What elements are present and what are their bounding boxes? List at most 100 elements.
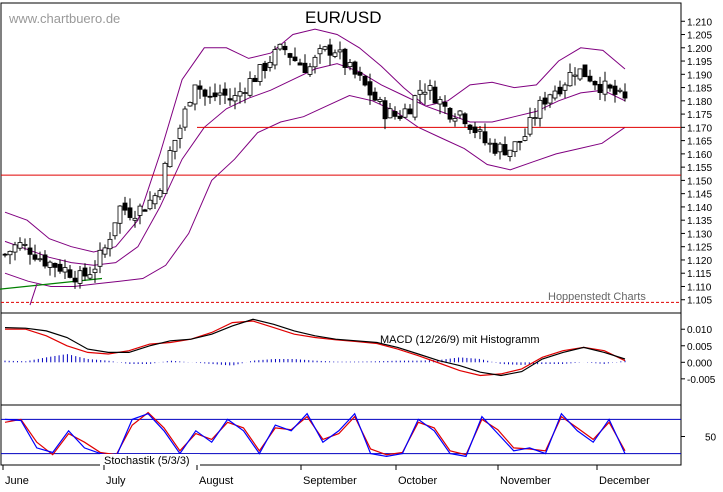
month-label: November [500,475,551,487]
source-label: Hoppenstedt Charts [548,291,646,303]
macd-line [4,318,626,377]
candle-up [167,150,173,168]
macd-axis: 0.010 0.005 0.000 -0.005 [681,325,716,386]
candle-up [107,238,113,250]
price-tick-label: 1.200 [687,44,712,55]
price-axis: 1.105 1.110 1.115 1.120 1.125 1.130 1.135 1.140… [681,17,712,307]
candle-down [27,247,33,255]
stochastic-tick-label: 50 [705,433,717,444]
candle-up [547,94,553,104]
candle-down [397,115,403,119]
price-tick-label: 1.195 [687,57,712,68]
macd-tick-label: 0.000 [687,358,712,369]
month-label: July [106,475,126,487]
macd-title: MACD (12/26/9) mit Histogramm [380,334,540,346]
candle-down [472,126,478,134]
candle-up [177,127,183,139]
candle-up [247,78,253,96]
candle-up [112,222,118,237]
candle-down [82,267,88,277]
candle-up [22,243,28,246]
candle-down [122,202,128,211]
candle-up [267,61,273,68]
candle-down [607,84,613,89]
candle-up [457,110,463,116]
candle-up [192,84,198,105]
candle-down [622,91,628,99]
candle-up [117,205,123,224]
bollinger-lower [4,94,626,287]
candle-up [312,56,318,68]
price-tick-label: 1.120 [687,256,712,267]
candle-up [402,108,408,118]
candle-up [307,66,313,75]
candle-down [142,209,148,212]
price-tick-label: 1.155 [687,163,712,174]
price-tick-label: 1.180 [687,97,712,108]
candle-up [277,43,283,50]
candle-down [52,262,58,268]
candle-up [237,91,243,97]
candle-up [232,95,238,102]
candle-down [362,75,368,86]
candle-up [132,217,138,221]
candle-down [557,86,563,95]
price-tick-label: 1.115 [687,269,712,280]
price-tick-label: 1.160 [687,150,712,161]
month-label: June [5,475,29,487]
candle-up [272,49,278,66]
candle-down [67,269,73,278]
candle-down [222,88,228,96]
candle-down [202,89,208,97]
candle-down [32,254,38,260]
candle-up [337,49,343,53]
watermark-text: www.chartbuero.de [8,11,120,26]
candle-down [372,91,378,101]
candle-up [47,261,53,268]
candle-up [567,71,573,87]
month-label: August [199,475,233,487]
candle-down [287,53,293,58]
candle-down [432,86,438,104]
price-tick-label: 1.175 [687,110,712,121]
candle-up [537,99,543,119]
candle-up [562,84,568,91]
candle-up [137,205,143,216]
candle-down [482,131,488,144]
candle-down [42,254,48,267]
candle-up [417,89,423,95]
price-tick-label: 1.185 [687,84,712,95]
macd-lines [4,318,626,377]
candle-down [462,113,468,125]
candle-up [552,90,558,99]
candle-up [522,136,528,141]
candle-up [317,48,323,55]
macd-tick-label: 0.005 [687,342,712,353]
price-tick-label: 1.170 [687,123,712,134]
candle-up [617,89,623,92]
candle-up [187,102,193,107]
candle-down [382,100,388,120]
candle-down [612,85,618,95]
macd-tick-label: -0.005 [687,375,716,386]
candle-down [582,64,588,78]
candle-up [507,149,513,157]
candle-down [392,111,398,117]
candle-up [37,258,43,261]
candle-down [252,77,258,83]
candle-down [597,83,603,93]
candle-down [2,253,8,256]
month-label: October [398,475,437,487]
price-tick-label: 1.125 [687,243,712,254]
candle-up [412,95,418,118]
chart-title: EUR/USD [305,8,382,27]
candle-down [72,277,78,283]
candle-up [427,85,433,91]
macd-histogram [4,354,626,366]
candle-down [587,75,593,82]
price-tick-label: 1.130 [687,229,712,240]
candle-up [147,199,153,210]
candle-up [172,139,178,152]
